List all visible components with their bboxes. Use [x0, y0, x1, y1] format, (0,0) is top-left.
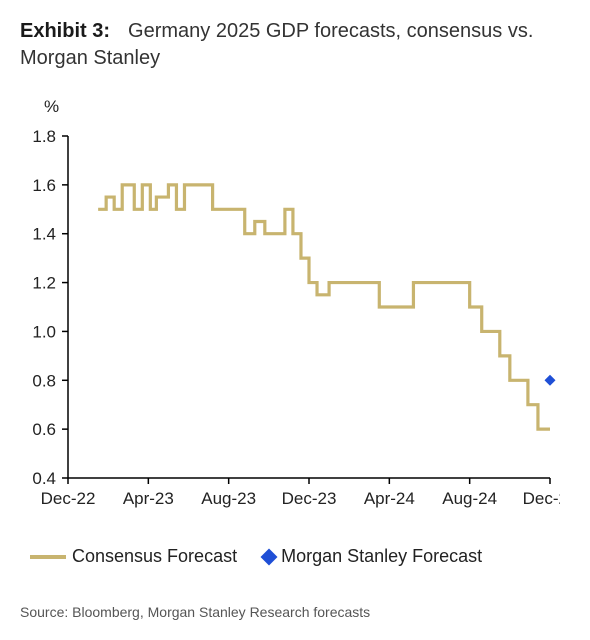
- legend-consensus-label: Consensus Forecast: [72, 546, 237, 567]
- legend-item-consensus: Consensus Forecast: [30, 546, 237, 567]
- legend-item-ms: Morgan Stanley Forecast: [263, 546, 482, 567]
- svg-text:0.6: 0.6: [32, 420, 56, 439]
- source-text: Source: Bloomberg, Morgan Stanley Resear…: [20, 604, 370, 620]
- exhibit-label: Exhibit 3:: [20, 20, 110, 42]
- chart-title: Exhibit 3:Germany 2025 GDP forecasts, co…: [20, 18, 570, 72]
- svg-text:1.4: 1.4: [32, 225, 56, 244]
- svg-text:Aug-23: Aug-23: [201, 489, 256, 508]
- svg-text:Apr-24: Apr-24: [364, 489, 415, 508]
- svg-text:Aug-24: Aug-24: [442, 489, 497, 508]
- svg-text:1.2: 1.2: [32, 274, 56, 293]
- svg-text:Apr-23: Apr-23: [123, 489, 174, 508]
- svg-text:0.8: 0.8: [32, 371, 56, 390]
- legend: Consensus Forecast Morgan Stanley Foreca…: [30, 546, 482, 567]
- consensus-line: [98, 185, 550, 429]
- svg-text:1.8: 1.8: [32, 127, 56, 146]
- legend-diamond-swatch: [261, 548, 278, 565]
- ms-forecast-marker: [545, 375, 556, 386]
- svg-text:1.6: 1.6: [32, 176, 56, 195]
- y-axis-unit: %: [44, 97, 59, 117]
- svg-text:Dec-22: Dec-22: [41, 489, 96, 508]
- legend-line-swatch: [30, 555, 66, 559]
- svg-text:Dec-23: Dec-23: [282, 489, 337, 508]
- chart-plot: 0.4 0.6 0.8 1.0 1.2 1.4 1.6 1.8 Dec-22 Apr-23 Aug-…: [10, 118, 560, 538]
- svg-text:Dec-24: Dec-24: [523, 489, 560, 508]
- legend-ms-label: Morgan Stanley Forecast: [281, 546, 482, 567]
- svg-text:1.0: 1.0: [32, 322, 56, 341]
- svg-text:0.4: 0.4: [32, 469, 56, 488]
